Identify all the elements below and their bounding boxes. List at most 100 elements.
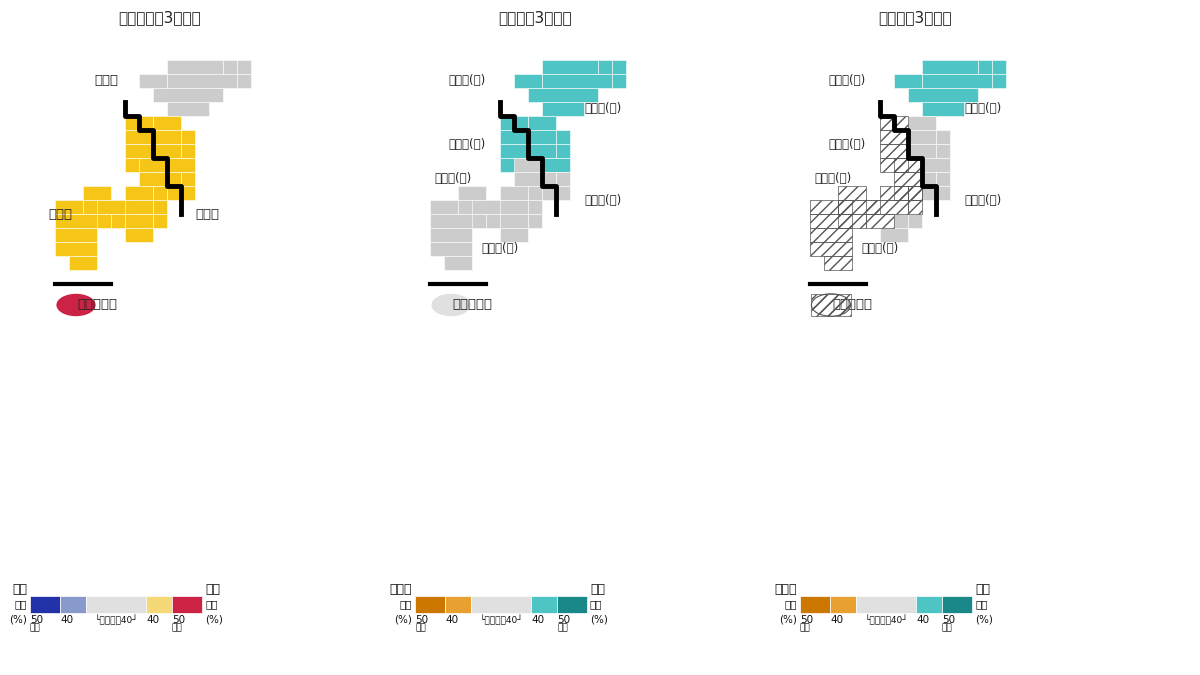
- Bar: [500, 116, 528, 130]
- Bar: [922, 186, 950, 200]
- Bar: [542, 158, 570, 172]
- Text: (%): (%): [590, 615, 608, 625]
- Bar: [838, 186, 866, 200]
- Bar: [922, 158, 950, 172]
- Bar: [866, 214, 894, 228]
- Text: 低い: 低い: [12, 583, 28, 596]
- Bar: [922, 60, 978, 74]
- Bar: [458, 200, 472, 214]
- Text: 西日本(太): 西日本(太): [481, 242, 518, 256]
- Text: 東日本: 東日本: [194, 207, 220, 221]
- Bar: [530, 596, 557, 613]
- Bar: [500, 144, 528, 158]
- Bar: [838, 200, 852, 214]
- Bar: [181, 172, 194, 186]
- Bar: [880, 116, 908, 130]
- Bar: [810, 214, 852, 228]
- Text: (%): (%): [394, 615, 412, 625]
- Bar: [922, 172, 936, 186]
- Bar: [125, 186, 154, 200]
- Text: 東日本(日): 東日本(日): [829, 138, 866, 151]
- Bar: [125, 214, 154, 228]
- Bar: [880, 158, 908, 172]
- Bar: [500, 158, 528, 172]
- Bar: [486, 200, 528, 214]
- Bar: [528, 144, 556, 158]
- Bar: [83, 186, 112, 200]
- Bar: [83, 214, 112, 228]
- Text: 高い: 高い: [205, 583, 220, 596]
- Bar: [528, 88, 598, 102]
- Bar: [167, 186, 194, 200]
- Text: └平年並も40┘: └平年並も40┘: [864, 615, 908, 626]
- Bar: [866, 200, 908, 214]
- Ellipse shape: [56, 294, 96, 316]
- Bar: [167, 172, 181, 186]
- Bar: [430, 228, 472, 242]
- Bar: [430, 214, 472, 228]
- Bar: [908, 186, 922, 200]
- Text: 以上: 以上: [30, 623, 41, 632]
- Bar: [542, 186, 570, 200]
- Bar: [824, 256, 852, 270]
- Bar: [470, 596, 530, 613]
- Bar: [70, 256, 97, 270]
- Text: 以上: 以上: [415, 623, 426, 632]
- Bar: [866, 200, 908, 214]
- Text: 50: 50: [557, 615, 570, 625]
- Text: 多い: 多い: [590, 583, 605, 596]
- Bar: [810, 242, 852, 256]
- Bar: [880, 214, 908, 228]
- Bar: [112, 200, 154, 214]
- Bar: [125, 116, 154, 130]
- Bar: [139, 172, 167, 186]
- Text: (%): (%): [10, 615, 28, 625]
- Text: (%): (%): [205, 615, 223, 625]
- Bar: [992, 60, 1006, 74]
- Bar: [83, 200, 97, 214]
- Text: 確率: 確率: [14, 599, 28, 610]
- Bar: [556, 172, 570, 186]
- Bar: [830, 596, 856, 613]
- Bar: [86, 596, 146, 613]
- Bar: [908, 200, 922, 214]
- Bar: [167, 74, 238, 88]
- Bar: [172, 596, 202, 613]
- Bar: [942, 596, 972, 613]
- Bar: [139, 158, 167, 172]
- Bar: [810, 242, 852, 256]
- Bar: [415, 596, 445, 613]
- Bar: [154, 116, 181, 130]
- Bar: [154, 200, 167, 214]
- Bar: [125, 130, 154, 144]
- Bar: [146, 596, 172, 613]
- Bar: [181, 144, 194, 158]
- Text: (%): (%): [779, 615, 797, 625]
- Bar: [800, 596, 830, 613]
- Bar: [810, 228, 852, 242]
- Bar: [430, 200, 458, 214]
- Text: 40: 40: [60, 615, 73, 625]
- Bar: [514, 172, 542, 186]
- Bar: [866, 214, 880, 228]
- Text: 40: 40: [445, 615, 458, 625]
- Bar: [542, 102, 584, 116]
- Text: 以上: 以上: [800, 623, 811, 632]
- Text: 50: 50: [172, 615, 185, 625]
- Bar: [824, 256, 852, 270]
- Bar: [514, 186, 528, 200]
- Bar: [894, 186, 908, 200]
- Bar: [125, 158, 154, 172]
- Bar: [458, 186, 486, 200]
- Bar: [125, 144, 154, 158]
- Bar: [167, 60, 223, 74]
- Text: 降水量（3か月）: 降水量（3か月）: [498, 10, 572, 25]
- Bar: [810, 228, 852, 242]
- Bar: [922, 74, 992, 88]
- Bar: [908, 88, 978, 102]
- Bar: [978, 60, 992, 74]
- Text: 確率: 確率: [400, 599, 412, 610]
- Bar: [528, 130, 556, 144]
- Bar: [880, 116, 908, 130]
- Bar: [238, 60, 251, 74]
